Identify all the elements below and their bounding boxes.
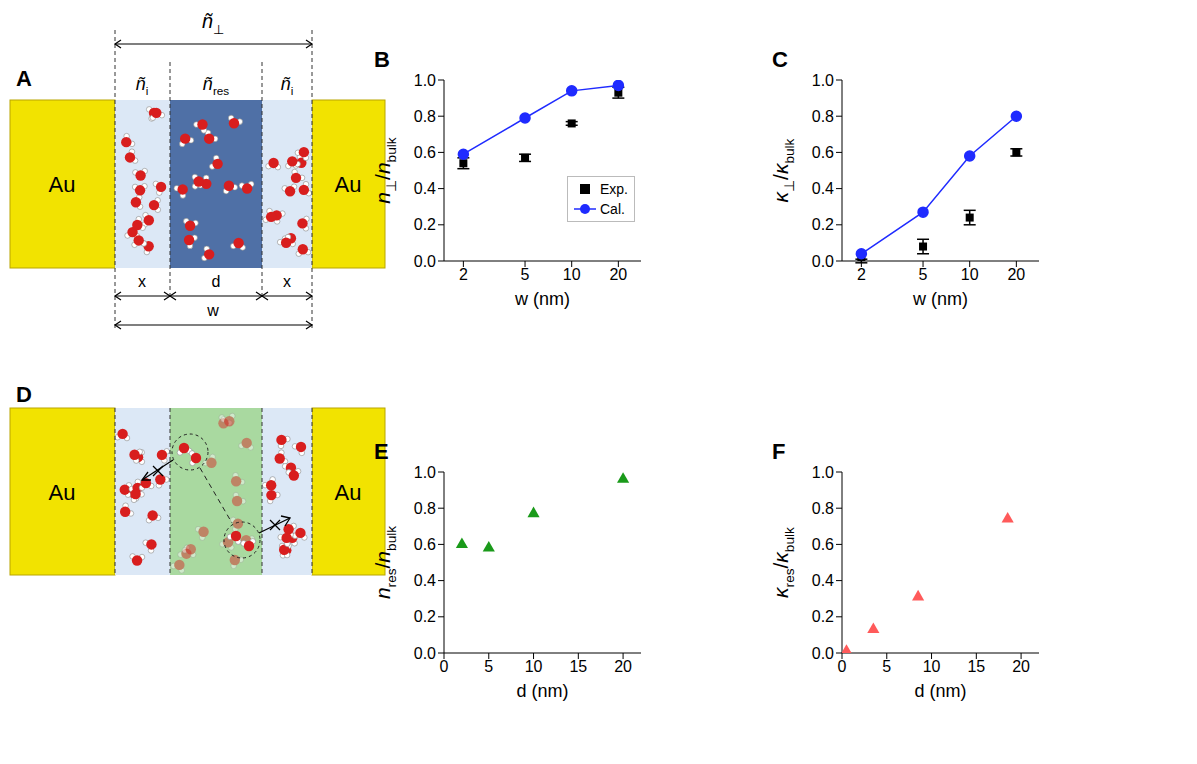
svg-text:0.0: 0.0 <box>812 253 834 270</box>
svg-text:0.4: 0.4 <box>812 180 834 197</box>
svg-text:0.8: 0.8 <box>414 500 436 517</box>
svg-text:0.2: 0.2 <box>414 608 436 625</box>
svg-text:n⊥/nbulk: n⊥/nbulk <box>372 137 399 203</box>
svg-text:d (nm): d (nm) <box>914 681 966 701</box>
svg-text:w (nm): w (nm) <box>514 289 570 309</box>
html-text:F: F <box>772 439 786 464</box>
svg-text:0.6: 0.6 <box>414 536 436 553</box>
svg-text:0.0: 0.0 <box>812 645 834 662</box>
svg-text:2: 2 <box>459 266 468 283</box>
svg-text:nres/nbulk: nres/nbulk <box>372 526 399 599</box>
svg-text:0.8: 0.8 <box>812 108 834 125</box>
svg-text:0.8: 0.8 <box>414 108 436 125</box>
svg-text:10: 10 <box>563 266 581 283</box>
svg-text:d (nm): d (nm) <box>516 681 568 701</box>
svg-text:15: 15 <box>967 658 985 675</box>
svg-text:w (nm): w (nm) <box>912 289 968 309</box>
svg-text:20: 20 <box>1012 658 1030 675</box>
svg-text:D: D <box>16 382 32 407</box>
html-text:B: B <box>374 47 390 72</box>
svg-text:Au: Au <box>49 480 76 505</box>
svg-text:1.0: 1.0 <box>812 464 834 481</box>
svg-text:0.6: 0.6 <box>812 536 834 553</box>
html-text:Cal.: Cal. <box>600 201 625 217</box>
svg-text:ñi: ñi <box>136 74 149 97</box>
svg-text:20: 20 <box>1007 266 1025 283</box>
svg-text:0.4: 0.4 <box>414 572 436 589</box>
svg-text:d: d <box>212 273 221 290</box>
svg-text:20: 20 <box>614 658 632 675</box>
svg-text:ñi: ñi <box>281 74 294 97</box>
svg-text:A: A <box>16 66 32 91</box>
svg-text:0.4: 0.4 <box>414 180 436 197</box>
svg-text:1.0: 1.0 <box>812 72 834 89</box>
svg-text:0.2: 0.2 <box>812 216 834 233</box>
svg-text:10: 10 <box>961 266 979 283</box>
svg-text:15: 15 <box>569 658 587 675</box>
svg-text:5: 5 <box>484 658 493 675</box>
svg-text:w: w <box>206 302 219 319</box>
svg-text:x: x <box>138 273 146 290</box>
svg-text:1.0: 1.0 <box>414 464 436 481</box>
svg-text:0.6: 0.6 <box>414 144 436 161</box>
svg-text:0.6: 0.6 <box>812 144 834 161</box>
svg-text:0.0: 0.0 <box>414 253 436 270</box>
html-text:C: C <box>772 47 788 72</box>
svg-text:10: 10 <box>525 658 543 675</box>
svg-text:0.2: 0.2 <box>414 216 436 233</box>
html-text:Exp.: Exp. <box>600 181 628 197</box>
svg-text:5: 5 <box>882 658 891 675</box>
svg-text:ñres: ñres <box>203 74 229 97</box>
svg-text:ñ⊥: ñ⊥ <box>202 10 224 37</box>
svg-text:x: x <box>283 273 291 290</box>
svg-text:Au: Au <box>335 480 362 505</box>
svg-text:0.2: 0.2 <box>812 608 834 625</box>
svg-text:0: 0 <box>838 658 847 675</box>
svg-text:5: 5 <box>521 266 530 283</box>
svg-text:Au: Au <box>49 172 76 197</box>
svg-text:κ⊥/κbulk: κ⊥/κbulk <box>770 138 797 202</box>
svg-text:0.8: 0.8 <box>812 500 834 517</box>
svg-text:0.0: 0.0 <box>414 645 436 662</box>
svg-text:20: 20 <box>609 266 627 283</box>
html-text:E: E <box>374 439 389 464</box>
svg-text:κres/κbulk: κres/κbulk <box>770 527 797 598</box>
svg-text:10: 10 <box>923 658 941 675</box>
svg-text:Au: Au <box>335 172 362 197</box>
svg-text:1.0: 1.0 <box>414 72 436 89</box>
svg-text:5: 5 <box>919 266 928 283</box>
svg-text:2: 2 <box>857 266 866 283</box>
svg-text:0.4: 0.4 <box>812 572 834 589</box>
svg-text:0: 0 <box>440 658 449 675</box>
